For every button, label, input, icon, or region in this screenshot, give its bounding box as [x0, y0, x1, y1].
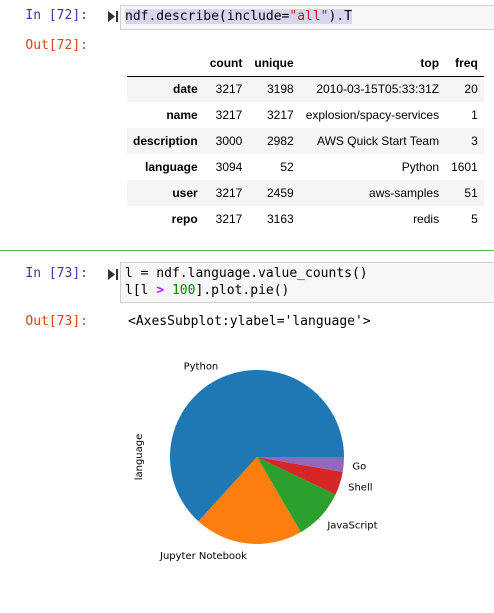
cell-freq: 3 [471, 134, 478, 148]
pie-slice-jupyter-notebook [198, 457, 301, 544]
cell-freq: 1 [471, 108, 478, 122]
notebook-cell-73[interactable]: In [73]: l = ndf.language.value_counts()… [0, 250, 494, 613]
output-repr: <AxesSubplot:ylabel='language'> [128, 314, 371, 329]
row-index: repo [171, 212, 198, 226]
cell-count: 3000 [215, 134, 243, 148]
input-prompt: In [72]: [25, 8, 88, 23]
row-index: language [145, 160, 198, 174]
cell-freq: 51 [464, 186, 478, 200]
table-row: description 3000 2982 AWS Quick Start Te… [127, 128, 484, 154]
pie-label: Shell [348, 482, 372, 493]
cell-count: 3217 [215, 82, 243, 97]
code-editor[interactable]: ndf.describe(include="all").T [120, 5, 494, 30]
cell-top: 2010-03-15T05:33:31Z [316, 82, 440, 97]
pie-chart: Python Jupyter Notebook JavaScript Shell Go l… [134, 361, 378, 562]
cell-count: 3217 [215, 212, 243, 226]
row-index: user [172, 186, 198, 200]
row-index: name [166, 108, 198, 122]
cell-count: 3094 [215, 160, 243, 174]
cell-unique: 3217 [266, 108, 294, 122]
column-header: count [203, 50, 249, 77]
table-row: language 3094 52 Python 1601 [127, 154, 484, 180]
table-row: date 3217 3198 2010-03-15T05:33:31Z 20 [127, 76, 484, 102]
column-header: top [299, 50, 446, 77]
pie-slice-python [170, 370, 344, 522]
table-row: repo 3217 3163 redis 5 [127, 206, 484, 232]
code-line-1: l = ndf.language.value_counts() [125, 266, 368, 281]
cell-unique: 3163 [266, 212, 294, 226]
input-prompt: In [73]: [25, 266, 88, 281]
cell-freq: 1601 [451, 160, 478, 174]
row-index: description [133, 134, 198, 148]
run-cell-icon[interactable] [107, 10, 119, 23]
cell-unique: 2459 [266, 186, 294, 200]
cell-unique: 52 [280, 160, 294, 174]
cell-top: AWS Quick Start Team [317, 134, 440, 148]
cell-top: aws-samples [369, 186, 440, 200]
cell-top: redis [413, 212, 440, 226]
pie-slice-javascript [257, 457, 336, 533]
notebook-cell-72[interactable]: In [72]: ndf.describe(include="all").T O… [0, 0, 494, 244]
cell-count: 3217 [215, 108, 243, 122]
table-header-row: count unique top freq [127, 50, 484, 77]
column-header: freq [445, 50, 484, 77]
code-line-2: l[l > 100].plot.pie() [125, 283, 290, 298]
code-editor[interactable]: l = ndf.language.value_counts() l[l > 10… [120, 262, 494, 303]
code-text: ndf.describe(include="all").T [125, 9, 352, 24]
output-prompt: Out[72]: [25, 38, 88, 53]
pie-label: Jupyter Notebook [159, 551, 247, 562]
table-row: name 3217 3217 explosion/spacy-services … [127, 102, 484, 128]
run-cell-icon[interactable] [107, 268, 119, 281]
column-header: unique [248, 50, 300, 77]
cell-freq: 20 [464, 82, 478, 97]
cell-top: explosion/spacy-services [305, 108, 440, 122]
pie-slice-go [257, 457, 344, 473]
cell-top: Python [401, 160, 440, 174]
column-header [127, 50, 204, 77]
cell-count: 3217 [215, 186, 243, 200]
pie-label: JavaScript [326, 520, 377, 531]
table-row: user 3217 2459 aws-samples 51 [127, 180, 484, 206]
row-index: date [173, 82, 198, 97]
cell-freq: 5 [471, 212, 478, 226]
y-axis-label: language [134, 434, 145, 481]
describe-table: count unique top freq date 3217 3198 201… [127, 50, 484, 232]
cell-unique: 3198 [266, 82, 294, 97]
pie-label: Go [352, 462, 366, 473]
pie-label: Python [184, 361, 219, 372]
pie-slice-shell [257, 457, 343, 495]
cell-unique: 2982 [266, 134, 294, 148]
output-prompt: Out[73]: [25, 314, 88, 329]
